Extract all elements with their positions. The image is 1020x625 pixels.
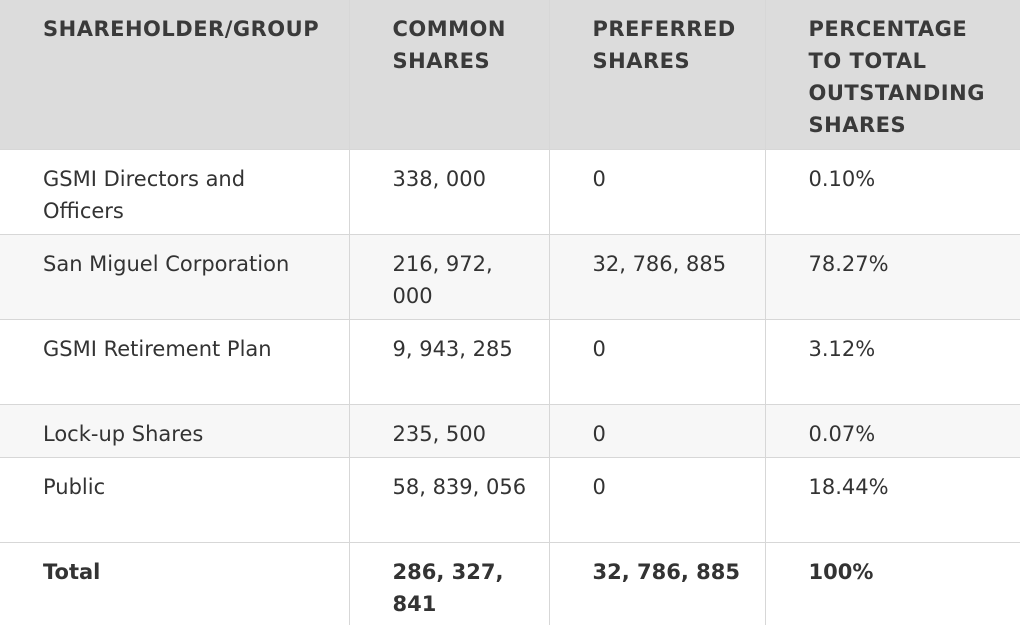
cell-common-shares: 338, 000 (348, 149, 549, 235)
table-row: GSMI Retirement Plan 9, 943, 285 0 3.12% (0, 319, 1020, 405)
cell-preferred-shares: 0 (548, 457, 765, 543)
cell-percentage: 18.44% (764, 457, 1020, 543)
cell-preferred-shares: 0 (548, 404, 765, 458)
cell-shareholder: GSMI Directors and Officers (0, 149, 349, 235)
table-row: Lock-up Shares 235, 500 0 0.07% (0, 404, 1020, 458)
header-preferred-shares: PREFERRED SHARES (548, 0, 765, 150)
total-preferred-shares: 32, 786, 885 (548, 542, 765, 625)
table-row: Public 58, 839, 056 0 18.44% (0, 457, 1020, 543)
total-common-shares: 286, 327, 841 (348, 542, 549, 625)
table-row: GSMI Directors and Officers 338, 000 0 0… (0, 149, 1020, 235)
total-row: Total 286, 327, 841 32, 786, 885 100% (0, 542, 1020, 625)
cell-shareholder: Public (0, 457, 349, 543)
header-row: SHAREHOLDER/GROUP COMMON SHARES PREFERRE… (0, 0, 1020, 150)
header-common-shares: COMMON SHARES (348, 0, 549, 150)
header-percentage: PERCENTAGE TO TOTAL OUTSTANDING SHARES (764, 0, 1020, 150)
cell-common-shares: 235, 500 (348, 404, 549, 458)
table-row: San Miguel Corporation 216, 972, 000 32,… (0, 234, 1020, 320)
cell-common-shares: 58, 839, 056 (348, 457, 549, 543)
table-body: GSMI Directors and Officers 338, 000 0 0… (0, 149, 1020, 625)
cell-preferred-shares: 32, 786, 885 (548, 234, 765, 320)
cell-percentage: 78.27% (764, 234, 1020, 320)
cell-preferred-shares: 0 (548, 319, 765, 405)
cell-shareholder: Lock-up Shares (0, 404, 349, 458)
table-header: SHAREHOLDER/GROUP COMMON SHARES PREFERRE… (0, 0, 1020, 150)
cell-common-shares: 9, 943, 285 (348, 319, 549, 405)
cell-shareholder: GSMI Retirement Plan (0, 319, 349, 405)
cell-shareholder: San Miguel Corporation (0, 234, 349, 320)
total-label: Total (0, 542, 349, 625)
header-shareholder-group: SHAREHOLDER/GROUP (0, 0, 349, 150)
cell-preferred-shares: 0 (548, 149, 765, 235)
cell-common-shares: 216, 972, 000 (348, 234, 549, 320)
cell-percentage: 3.12% (764, 319, 1020, 405)
cell-percentage: 0.07% (764, 404, 1020, 458)
total-percentage: 100% (764, 542, 1020, 625)
cell-percentage: 0.10% (764, 149, 1020, 235)
